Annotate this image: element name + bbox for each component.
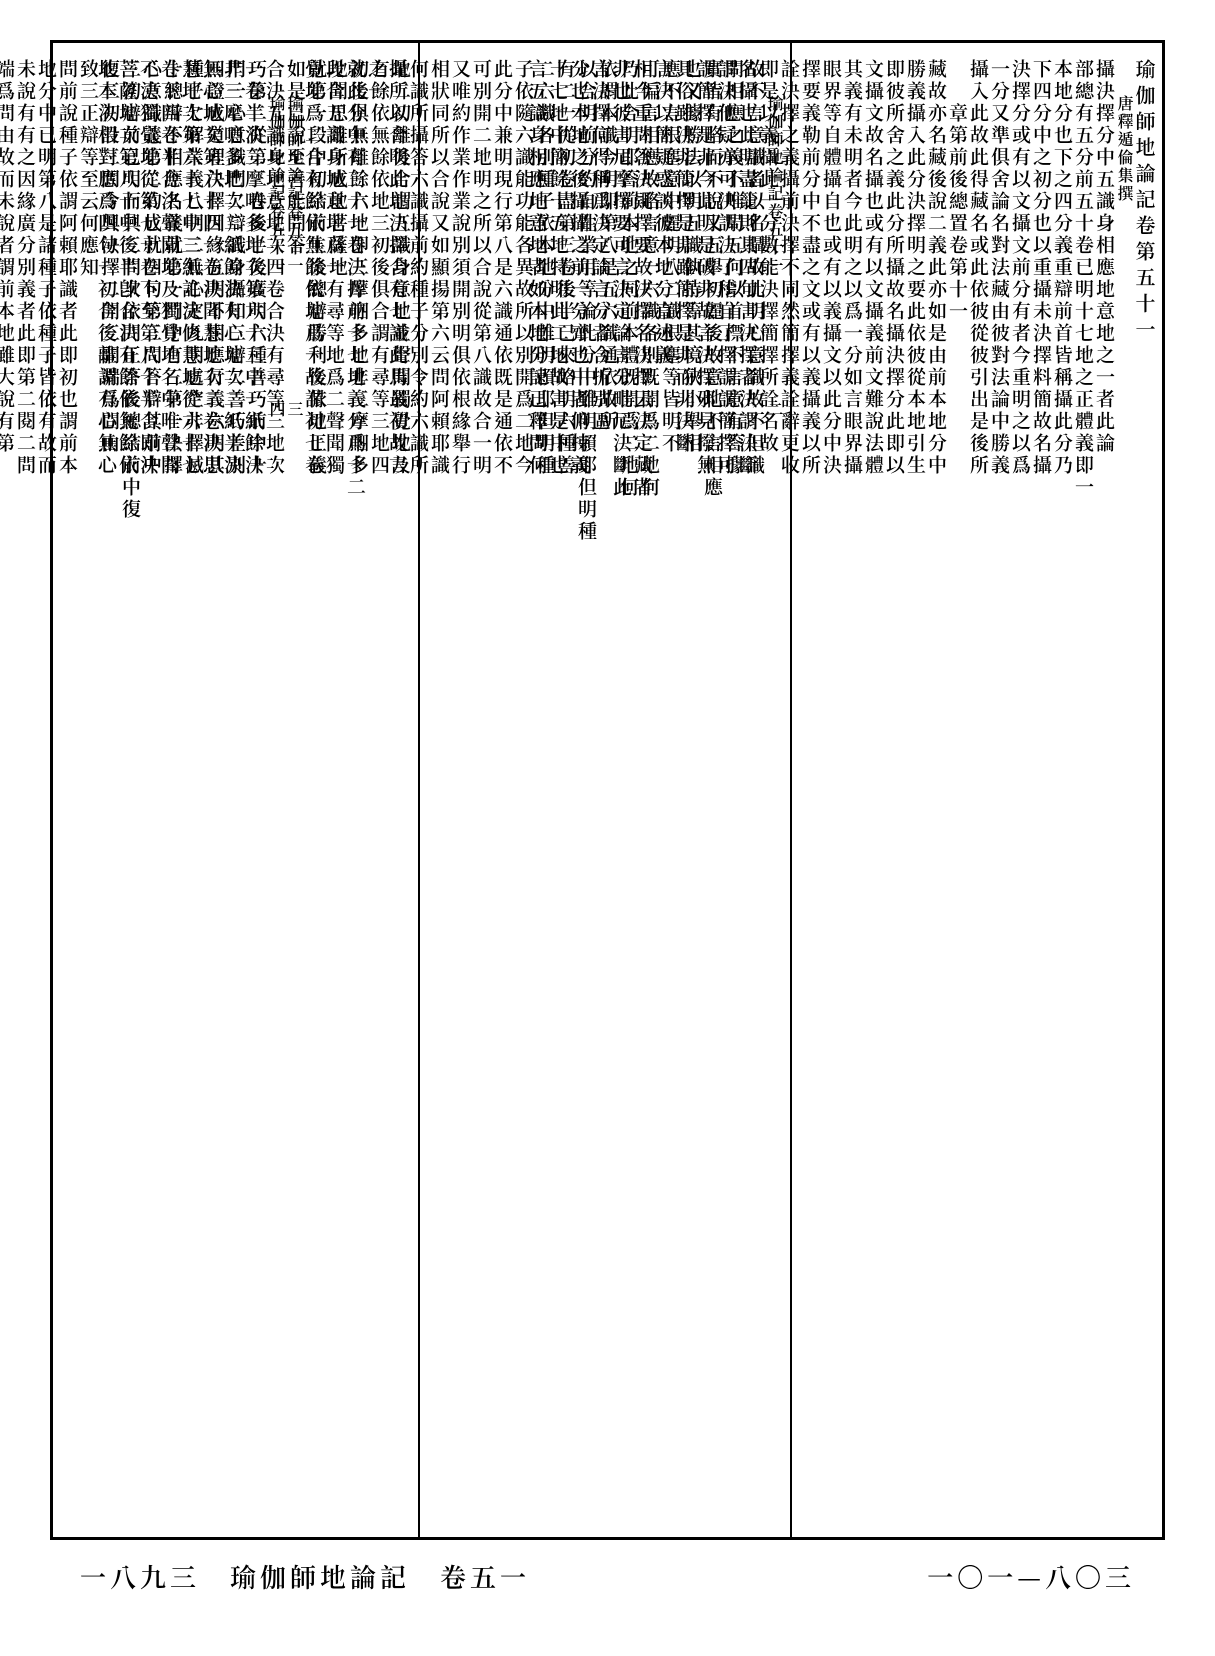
page-root: 瑜伽師地論記卷第五十一 唐釋遁倫集撰攝決擇分中五識身相應地意地之一者此論部總有五… <box>0 0 1215 1656</box>
text-column: 瑜伽師地論記卷第五十一 <box>1134 55 1156 1533</box>
text-column: 就此分中有三十一卷決擇前十七地義分爲十二 <box>346 55 367 1533</box>
text-block-0: 瑜伽師地論記卷第五十一 唐釋遁倫集撰攝決擇分中五識身相應地意地之一者此論部總有五… <box>790 43 1162 1537</box>
footer-left: 一八九三 瑜伽師地論記 卷五一 <box>80 1558 530 1595</box>
footer: 一八九三 瑜伽師地論記 卷五一 一〇一—八〇三 <box>50 1540 1165 1595</box>
text-column: 合決五識身地意地次四卷合決有尋等三地次 <box>265 55 286 1533</box>
footer-right: 一〇一—八〇三 <box>927 1558 1135 1595</box>
text-frame: 瑜伽師地論記卷第五十一 唐釋遁倫集撰攝決擇分中五識身相應地意地之一者此論部總有五… <box>50 40 1165 1540</box>
text-column: 攝決擇分中五識身相應地意地之一者此論 <box>1095 55 1116 1533</box>
